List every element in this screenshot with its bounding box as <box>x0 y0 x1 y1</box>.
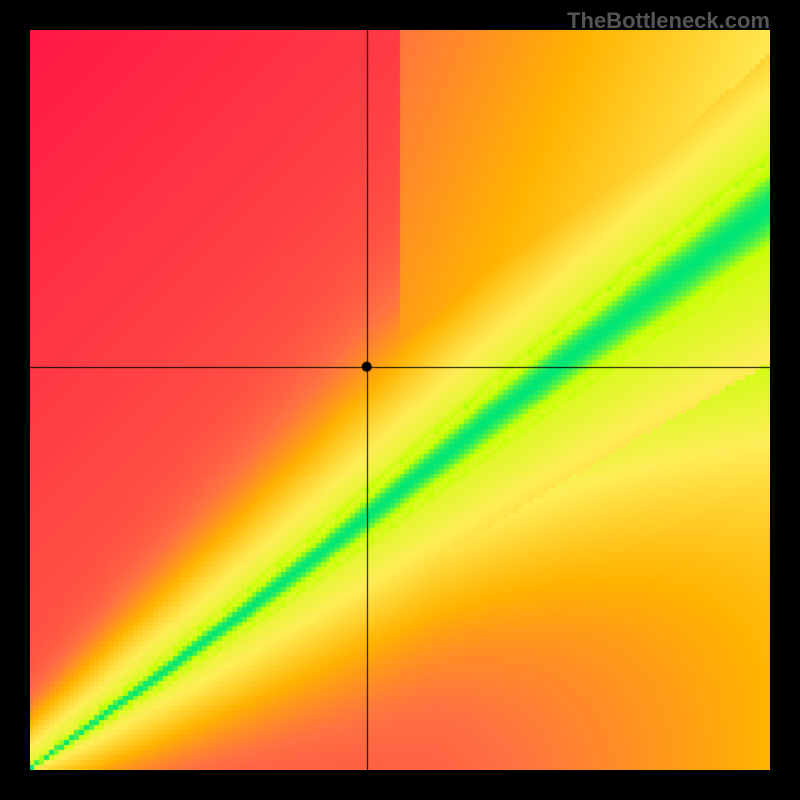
chart-container: { "watermark": { "text": "TheBottleneck.… <box>0 0 800 800</box>
watermark-text: TheBottleneck.com <box>567 8 770 34</box>
bottleneck-heatmap <box>30 30 770 770</box>
